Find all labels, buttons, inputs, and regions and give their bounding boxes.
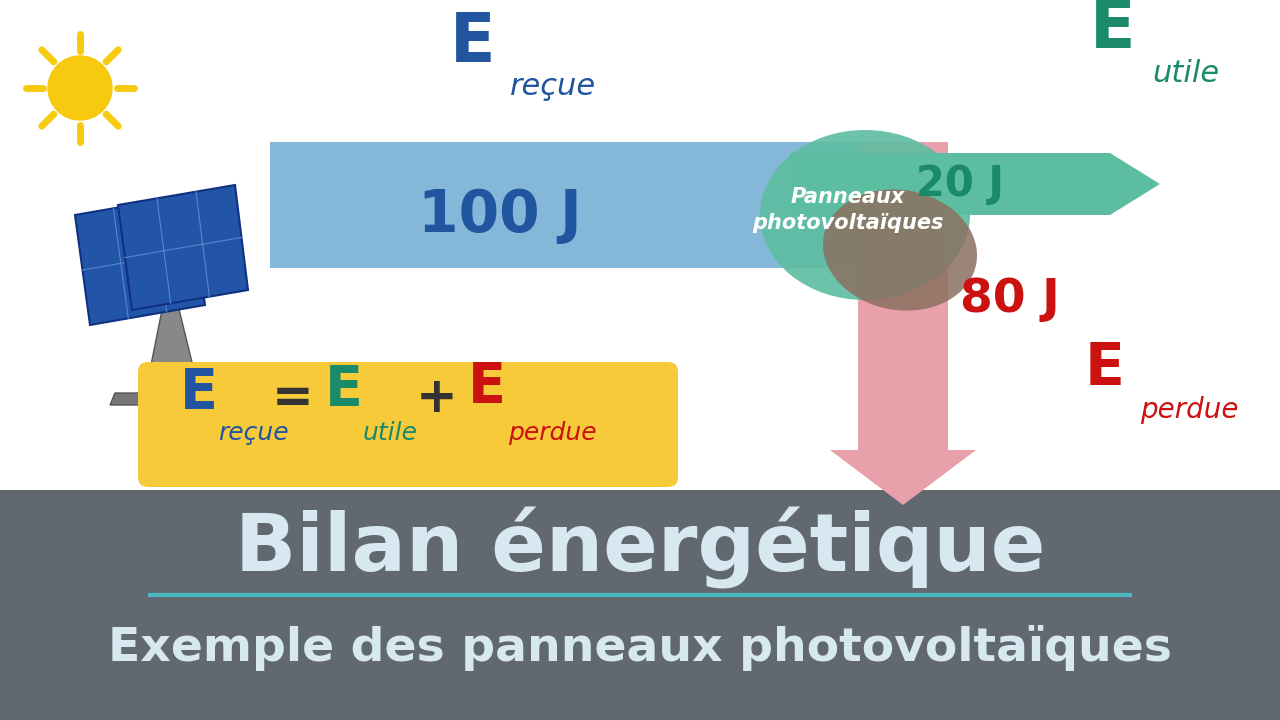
Polygon shape <box>76 195 205 325</box>
Text: 80 J: 80 J <box>960 277 1060 323</box>
Polygon shape <box>110 393 182 405</box>
Ellipse shape <box>760 130 970 300</box>
Text: Panneaux
photovoltaïques: Panneaux photovoltaïques <box>753 186 943 233</box>
Text: +: + <box>416 374 458 422</box>
Text: E: E <box>1085 340 1125 397</box>
Text: 20 J: 20 J <box>916 163 1004 205</box>
Polygon shape <box>145 305 200 395</box>
Text: =: = <box>273 374 314 422</box>
FancyBboxPatch shape <box>138 362 678 487</box>
Text: E: E <box>180 366 218 420</box>
Text: E: E <box>1091 0 1135 62</box>
Polygon shape <box>790 153 1160 215</box>
Text: 100 J: 100 J <box>419 186 582 243</box>
Bar <box>0 490 1280 720</box>
Text: E: E <box>468 360 506 414</box>
Text: Exemple des panneaux photovoltaïques: Exemple des panneaux photovoltaïques <box>108 625 1172 671</box>
Text: utile: utile <box>364 421 419 445</box>
Text: reçue: reçue <box>509 72 596 101</box>
Text: perdue: perdue <box>1140 396 1239 424</box>
Polygon shape <box>270 142 931 268</box>
Polygon shape <box>829 142 977 505</box>
Circle shape <box>49 56 113 120</box>
Text: E: E <box>325 363 364 417</box>
Bar <box>0 0 1280 490</box>
Text: perdue: perdue <box>508 421 596 445</box>
Text: E: E <box>451 10 495 76</box>
Ellipse shape <box>823 189 977 310</box>
Text: utile: utile <box>1152 59 1219 88</box>
Polygon shape <box>118 185 248 310</box>
Text: Bilan énergétique: Bilan énergétique <box>234 507 1046 589</box>
Text: reçue: reçue <box>218 421 288 445</box>
Polygon shape <box>172 393 236 405</box>
